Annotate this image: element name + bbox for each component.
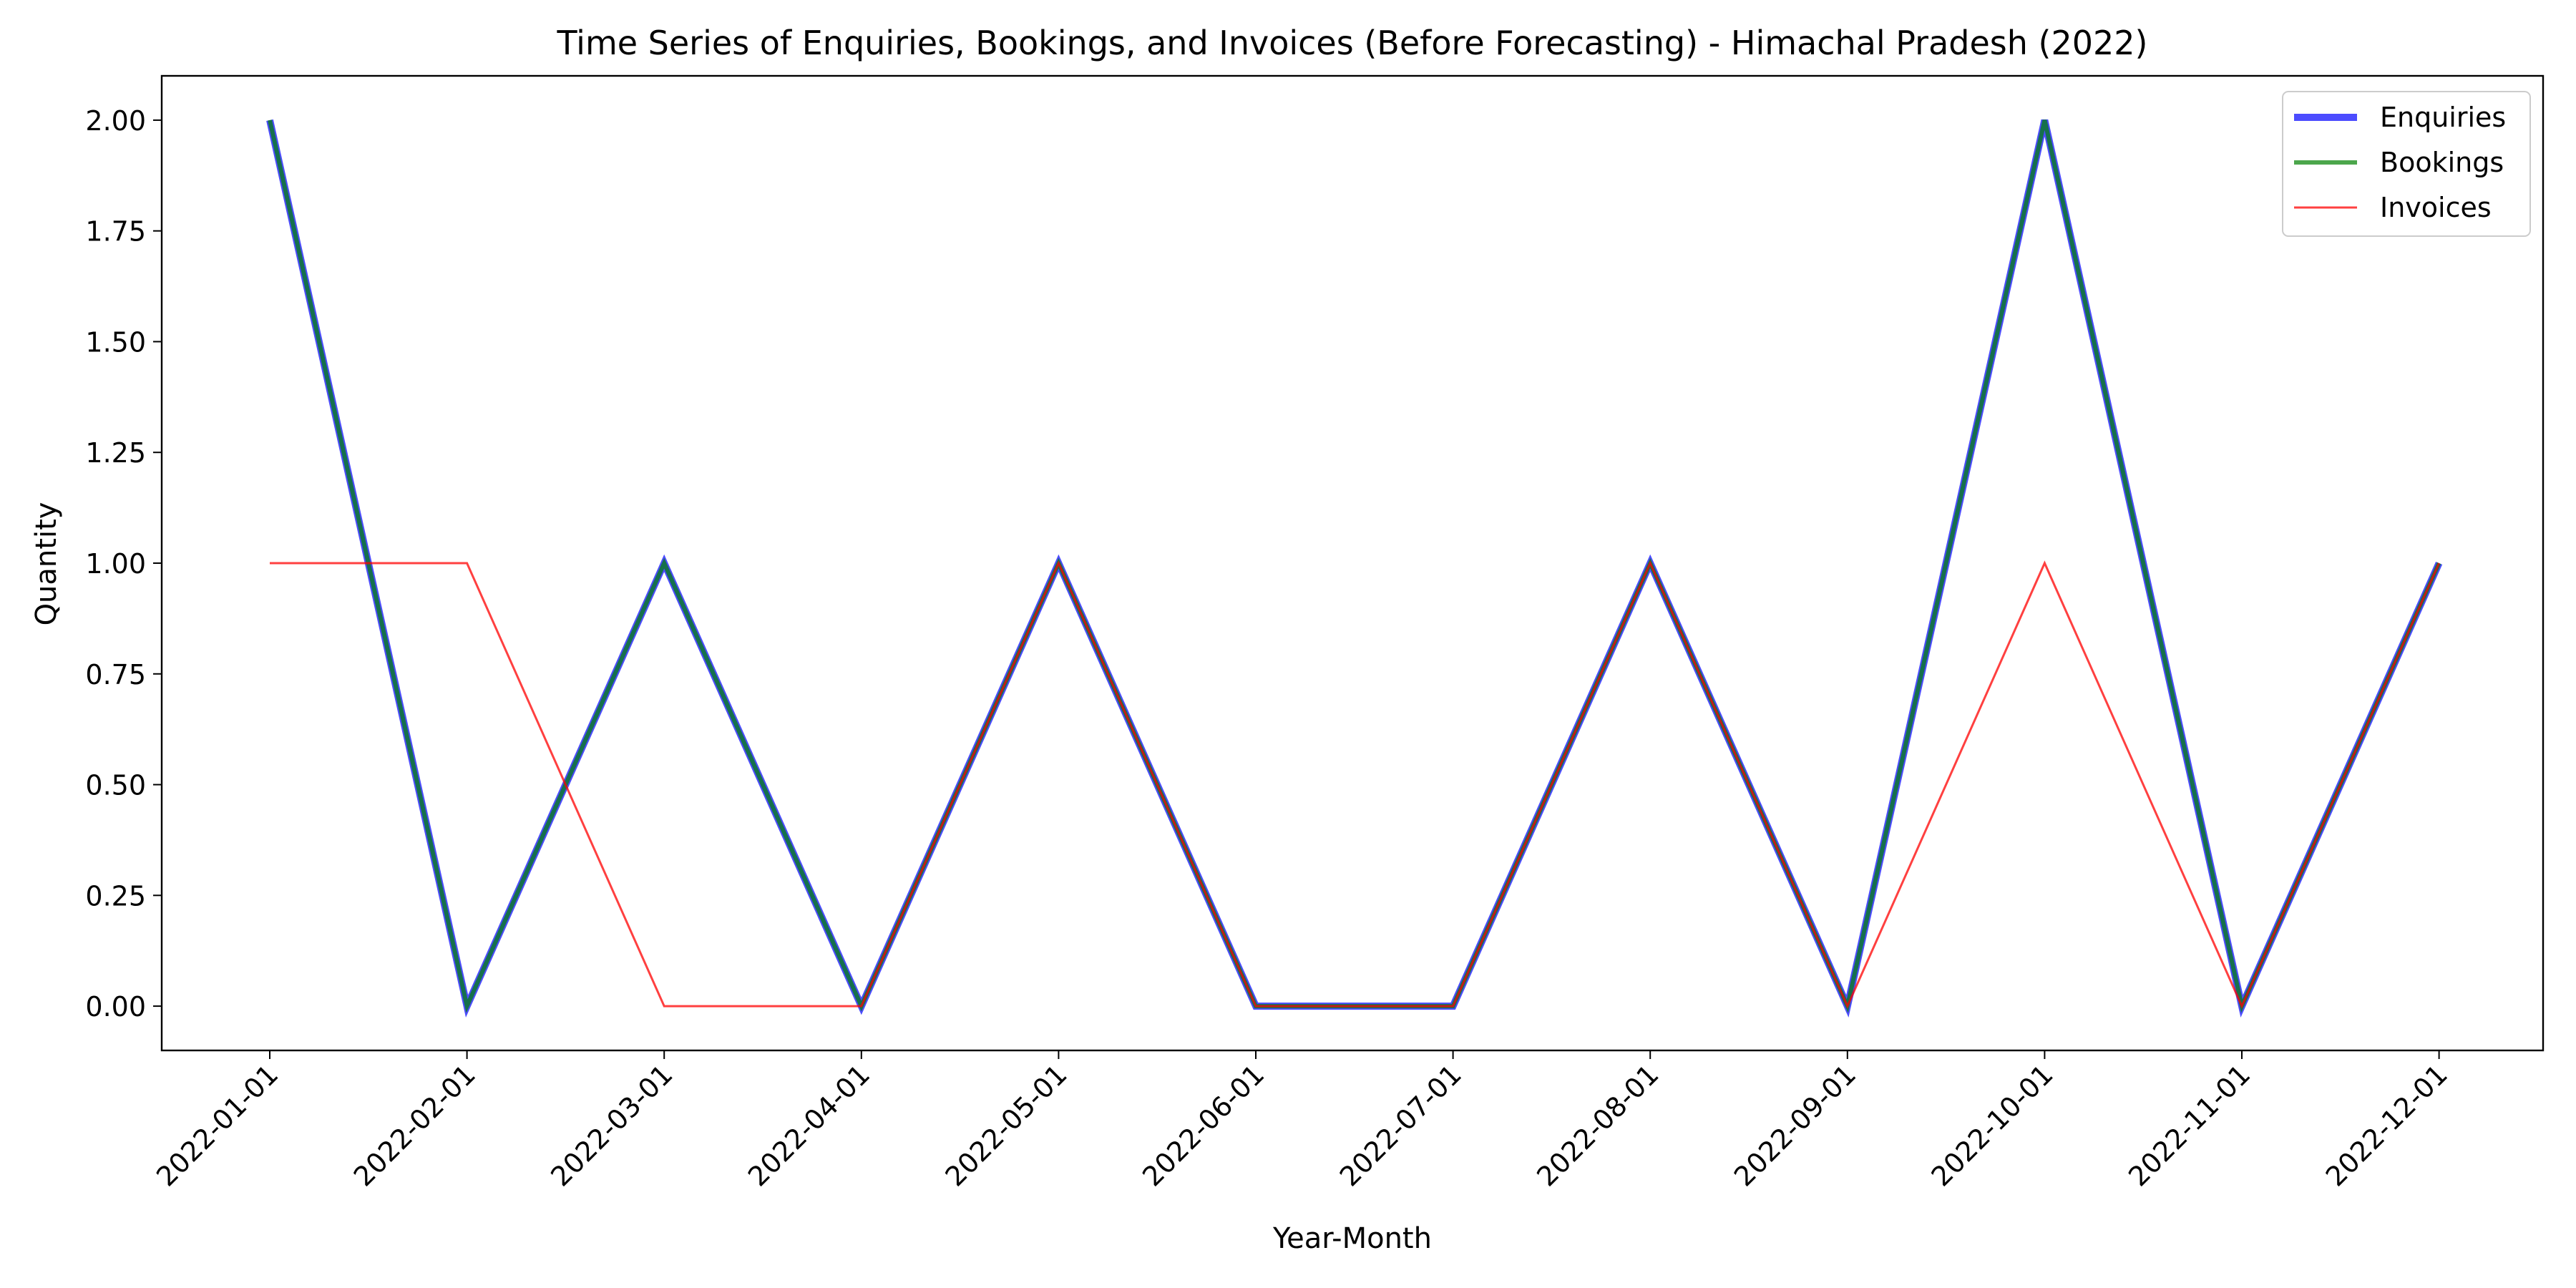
y-tick-label: 1.50 [85, 326, 146, 358]
x-tick-label: 2022-03-01 [545, 1058, 678, 1192]
x-tick-label: 2022-05-01 [939, 1058, 1073, 1192]
x-tick-label: 2022-10-01 [1925, 1058, 2059, 1192]
x-tick-label: 2022-12-01 [2320, 1058, 2454, 1192]
series-line-invoices [270, 560, 2440, 1009]
legend: Enquiries Bookings Invoices [2282, 91, 2531, 237]
series-line-bookings [268, 119, 2441, 1013]
x-tick-label: 2022-11-01 [2122, 1058, 2256, 1192]
legend-label-enquiries: Enquiries [2380, 102, 2506, 133]
y-tick-label: 1.75 [85, 216, 146, 248]
x-tick-label: 2022-08-01 [1531, 1058, 1664, 1192]
x-tick-label: 2022-01-01 [150, 1058, 284, 1192]
y-tick-label: 2.00 [85, 105, 146, 137]
y-tick-label: 1.25 [85, 437, 146, 469]
x-tick-label: 2022-06-01 [1136, 1058, 1270, 1192]
y-tick-label: 0.25 [85, 880, 146, 912]
legend-box [2282, 91, 2531, 237]
series-line-enquiries [266, 119, 2443, 1018]
x-tick-label: 2022-04-01 [742, 1058, 876, 1192]
legend-label-bookings: Bookings [2380, 147, 2504, 178]
y-axis-label: Quantity [30, 502, 63, 626]
x-axis-label: Year-Month [1272, 1222, 1432, 1255]
plot-area: 0.00 0.25 0.50 0.75 1.00 1.25 1.50 1.75 2.00 2022… [85, 105, 2454, 1193]
y-tick-label: 0.50 [85, 770, 146, 801]
x-tick-label: 2022-07-01 [1334, 1058, 1468, 1192]
plot-frame [160, 74, 2545, 1052]
legend-label-invoices: Invoices [2380, 192, 2492, 223]
x-tick-label: 2022-02-01 [348, 1058, 482, 1192]
y-tick-label: 0.00 [85, 991, 146, 1023]
y-tick-label: 0.75 [85, 659, 146, 691]
chart-title: Time Series of Enquiries, Bookings, and … [556, 24, 2147, 62]
x-tick-label: 2022-09-01 [1728, 1058, 1862, 1192]
y-tick-label: 1.00 [85, 548, 146, 580]
